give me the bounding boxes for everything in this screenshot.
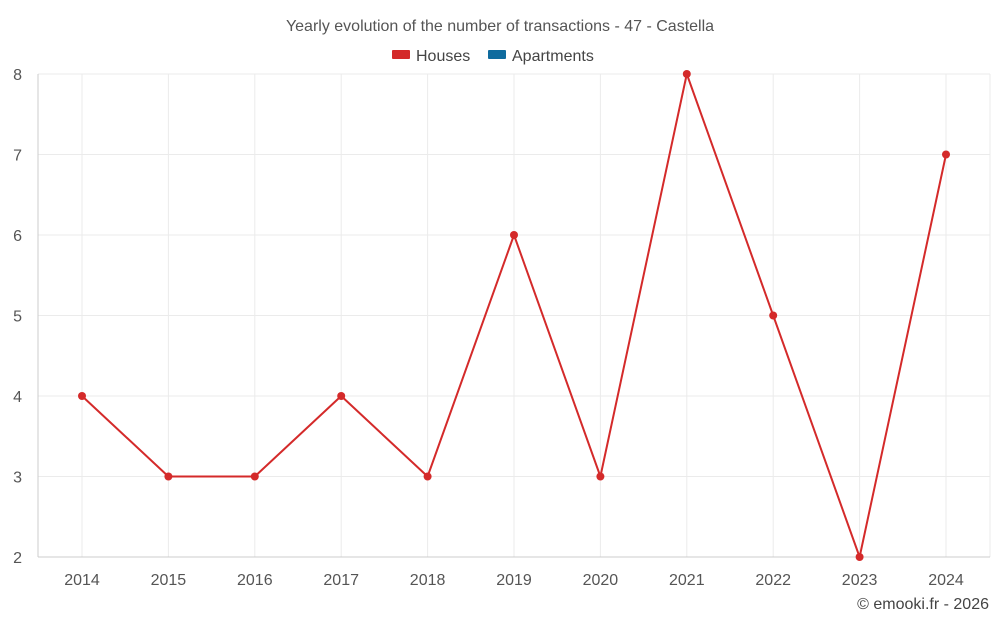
x-tick-label-2015: 2015 xyxy=(151,572,187,589)
x-tick-label-2021: 2021 xyxy=(669,572,705,589)
x-tick-label-2022: 2022 xyxy=(755,572,791,589)
x-tick-label-2016: 2016 xyxy=(237,572,273,589)
data-point-2024[interactable] xyxy=(942,150,950,159)
gridlines xyxy=(38,73,991,558)
x-tick-label-2020: 2020 xyxy=(583,572,619,589)
y-tick-label: 4 xyxy=(13,389,22,406)
x-tick-label-2018: 2018 xyxy=(410,572,446,589)
x-tick-label-2017: 2017 xyxy=(323,572,359,589)
legend-item-houses[interactable]: Houses xyxy=(392,48,470,65)
data-point-2023[interactable] xyxy=(855,553,864,561)
x-tick-label-2019: 2019 xyxy=(496,572,532,589)
y-axis-ticks: 2 3 4 5 6 7 8 xyxy=(13,67,22,567)
y-tick-label: 7 xyxy=(13,148,22,165)
chart-title: Yearly evolution of the number of transa… xyxy=(286,18,714,35)
data-point-2018[interactable] xyxy=(423,472,432,481)
data-point-2020[interactable] xyxy=(596,472,605,481)
x-tick-label-2023: 2023 xyxy=(842,572,878,589)
x-axis-ticks: 2014 2015 2016 2017 2018 2019 2020 2021 2022 2023… xyxy=(64,572,964,589)
data-point-2022[interactable] xyxy=(769,311,778,320)
y-tick-label: 6 xyxy=(13,228,22,245)
data-point-2014[interactable] xyxy=(78,392,86,400)
legend-swatch-houses xyxy=(392,50,410,59)
data-point-2019[interactable] xyxy=(510,231,518,239)
x-tick-label-2024: 2024 xyxy=(928,572,964,589)
y-tick-label: 8 xyxy=(13,67,22,84)
legend-item-apartments[interactable]: Apartments xyxy=(488,48,594,65)
legend-swatch-apartments xyxy=(488,50,506,59)
data-point-2016[interactable] xyxy=(250,472,259,481)
legend: Houses Apartments xyxy=(392,48,594,65)
y-tick-label: 3 xyxy=(13,470,22,487)
data-point-2021[interactable] xyxy=(682,70,691,78)
legend-label-apartments: Apartments xyxy=(512,48,594,65)
axes xyxy=(37,74,990,558)
y-tick-label: 2 xyxy=(13,550,22,567)
series-houses xyxy=(78,70,950,561)
legend-label-houses: Houses xyxy=(416,48,470,65)
credit-text: © emooki.fr - 2026 xyxy=(857,596,989,613)
data-point-2015[interactable] xyxy=(164,472,173,481)
y-tick-label: 5 xyxy=(13,309,22,326)
data-point-2017[interactable] xyxy=(337,392,346,400)
x-tick-label-2014: 2014 xyxy=(64,572,100,589)
